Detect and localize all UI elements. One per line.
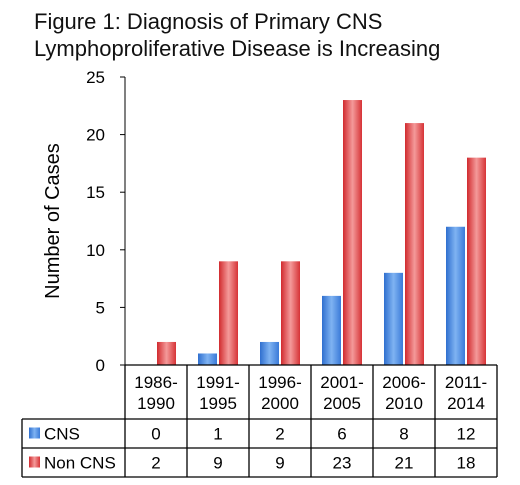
- data-table: 1986-1990 1991-1995 1996-2000 2001-2005 2006…: [21, 364, 498, 478]
- table-value: 9: [275, 454, 284, 473]
- bar-non-cns: [281, 261, 300, 365]
- y-tick-label: 25: [86, 68, 105, 87]
- table-value: 12: [457, 425, 476, 444]
- table-value: 21: [395, 454, 414, 473]
- table-value: 23: [333, 454, 352, 473]
- bar-cns: [198, 353, 217, 365]
- category-label: 1996-2000: [258, 373, 301, 413]
- y-tick-label: 5: [96, 298, 105, 317]
- table-value: 0: [151, 425, 160, 444]
- bar-cns: [322, 295, 341, 365]
- category-label: 1991-1995: [196, 373, 239, 413]
- bar-non-cns: [467, 157, 486, 365]
- bar-non-cns: [343, 100, 362, 365]
- y-tick-label: 20: [86, 126, 105, 145]
- bar-cns: [446, 226, 465, 365]
- bar-non-cns: [157, 341, 176, 365]
- category-label: 1986-1990: [134, 373, 177, 413]
- y-tick-label: 0: [96, 356, 105, 375]
- y-tick-label: 10: [86, 241, 105, 260]
- table-value: 2: [275, 425, 284, 444]
- category-label: 2006-2010: [382, 373, 425, 413]
- bar-cns: [384, 272, 403, 365]
- table-value: 9: [213, 454, 222, 473]
- legend-label: Non CNS: [44, 454, 116, 473]
- table-value: 1: [213, 425, 222, 444]
- y-tick-label: 15: [86, 183, 105, 202]
- table-value: 8: [399, 425, 408, 444]
- category-label: 2011-2014: [445, 373, 487, 413]
- legend-label: CNS: [44, 425, 80, 444]
- category-label: 2001-2005: [320, 373, 363, 413]
- bar-cns: [260, 341, 279, 365]
- bars: [157, 100, 486, 365]
- bar-non-cns: [219, 261, 238, 365]
- axes: Number of Cases 0 5 10 15 20 25: [42, 68, 126, 375]
- legend-key-non-cns: [29, 456, 40, 468]
- table-value: 2: [151, 454, 160, 473]
- chart-title: Figure 1: Diagnosis of Primary CNS Lymph…: [34, 9, 441, 61]
- bar-non-cns: [405, 123, 424, 365]
- table-value: 18: [457, 454, 476, 473]
- legend-key-cns: [29, 427, 40, 439]
- y-axis-label: Number of Cases: [42, 143, 64, 299]
- table-value: 6: [337, 425, 346, 444]
